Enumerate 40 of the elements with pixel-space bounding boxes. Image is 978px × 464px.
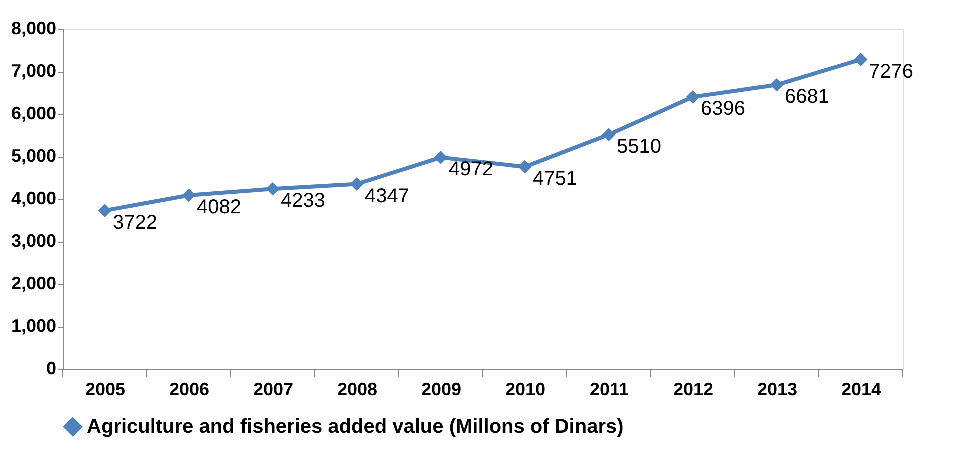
y-tick-label: 6,000 [11,104,56,124]
point [434,150,448,164]
x-tick-label: 2007 [253,380,294,400]
point [602,128,616,142]
data-label: 6396 [701,98,746,120]
point [686,90,700,104]
data-label: 5510 [617,136,662,158]
point [266,182,280,196]
y-tick-label: 8,000 [11,18,56,38]
y-tick-label: 1,000 [11,316,56,336]
data-label: 3722 [113,212,158,234]
point [518,160,532,174]
y-tick-label: 3,000 [11,231,56,251]
data-label: 7276 [869,60,914,83]
point [854,53,868,66]
y-tick-label: 5,000 [11,146,56,166]
y-tick-label: 4,000 [11,188,56,208]
x-tick-label: 2005 [85,380,126,400]
data-label: 4233 [281,190,326,212]
point [350,178,364,191]
x-tick-label: 2008 [337,380,378,400]
x-tick-label: 2013 [757,380,798,400]
y-tick-label: 2,000 [11,274,56,294]
y-tick-label: 7,000 [11,61,56,81]
point [182,188,196,202]
point [770,78,784,92]
point [98,204,112,218]
x-tick-label: 2009 [421,380,462,400]
data-label: 4972 [449,158,494,181]
data-label: 4751 [533,168,578,190]
data-label: 4082 [197,196,242,219]
data-label: 6681 [785,86,830,108]
x-tick-label: 2011 [590,380,630,400]
x-tick-label: 2006 [169,380,210,400]
legend-label: Agriculture and fisheries added value (Millons of Dinars) [87,416,624,438]
data-label: 4347 [365,185,410,208]
x-tick-label: 2012 [673,380,714,400]
x-tick-label: 2010 [505,380,546,400]
y-tick-label: 0 [46,358,56,378]
x-tick-label: 2014 [841,380,882,400]
